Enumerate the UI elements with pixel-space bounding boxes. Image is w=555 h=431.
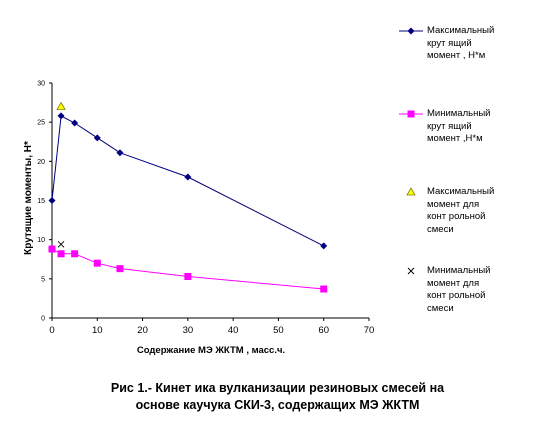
x-tick-label: 60 [318, 325, 329, 336]
legend-text-line: момент для [427, 198, 480, 210]
series-3-point [56, 101, 66, 110]
y-tick-label: 25 [37, 120, 45, 127]
series-2-line [51, 248, 324, 290]
x-axis-label: Содержание МЭ ЖКТМ , масс.ч. [137, 345, 285, 356]
x-tick-label: 50 [273, 325, 284, 336]
series-1-point [57, 112, 65, 120]
y-tick-label: 0 [41, 316, 45, 323]
series-1-point [184, 173, 192, 181]
legend-text-line: Максимальный [427, 186, 495, 197]
series-4 [57, 241, 65, 248]
series-1 [48, 112, 328, 250]
series-4-point [57, 241, 65, 248]
series-2-point [57, 250, 65, 258]
x-tick-label: 40 [228, 325, 239, 336]
series-2-point [116, 265, 124, 273]
y-tick-label: 5 [41, 276, 45, 283]
series-2 [48, 245, 328, 293]
legend-item-2: Минимальный крут ящий момент ,Н*м [399, 108, 491, 146]
x-tick-label: 70 [364, 325, 375, 336]
series-3 [56, 101, 66, 110]
caption-line-1: Рис 1.- Кинет ика вулканизации резиновых… [110, 381, 445, 395]
legend-text-line: Минимальный [427, 108, 491, 119]
series-2-point [320, 285, 328, 293]
legend-text-line: Максимальный [427, 25, 495, 36]
legend-item-3: Максимальный момент для конт рольной смеси [406, 186, 495, 236]
legend-text-line: конт рольной [427, 290, 486, 301]
caption-line-2: основе каучука СКИ-3, содержащих МЭ ЖКТМ [135, 398, 420, 412]
figure-caption: Рис 1.- Кинет ика вулканизации резиновых… [0, 380, 555, 414]
legend-text-line: момент , Н*м [427, 50, 486, 61]
legend-item-4: Минимальный момент для конт рольной смеси [407, 265, 491, 315]
axis-ticks: 0 5 10 15 20 25 30 0 10 20 30 40 50 60 70 [37, 81, 374, 337]
series-1-point [320, 242, 328, 250]
series-2-point [48, 245, 56, 253]
series-1-point [71, 119, 79, 127]
legend-marker [406, 187, 416, 196]
series-2-point [93, 259, 101, 267]
legend-text-line: крут ящий [427, 37, 472, 49]
series-2-point [71, 250, 79, 258]
series-1-point [116, 149, 124, 157]
plot-axes [51, 83, 369, 319]
legend-text-line: момент ,Н*м [427, 133, 483, 144]
legend-text-line: смеси [427, 223, 454, 235]
y-tick-label: 10 [37, 237, 45, 244]
series-1-line [51, 115, 324, 247]
x-tick-label: 10 [92, 325, 103, 336]
y-tick-label: 30 [37, 81, 45, 88]
legend-symbol-2 [399, 110, 423, 118]
legend-marker [407, 110, 415, 118]
legend-symbol-1 [399, 27, 423, 35]
legend-text-line: момент для [427, 277, 480, 289]
x-tick-label: 20 [137, 325, 148, 336]
x-tick-label: 30 [183, 325, 194, 336]
legend-item-1: Максимальный крут ящий момент , Н*м [399, 25, 495, 63]
x-tick-label: 0 [49, 325, 54, 336]
series-1-point [48, 197, 56, 204]
legend-text-line: конт рольной [427, 211, 486, 222]
series-1-point [93, 134, 101, 142]
y-tick-label: 15 [37, 198, 45, 205]
y-tick-label: 20 [37, 159, 45, 166]
legend-text-line: смеси [427, 302, 454, 314]
y-axis-label: Крутящие моменты, Н* [23, 141, 34, 255]
legend-marker [407, 267, 415, 275]
legend-marker [407, 27, 415, 35]
series-2-point [184, 272, 192, 280]
legend-symbol-4 [407, 267, 415, 275]
legend-text-line: крут ящий [427, 120, 472, 132]
legend-symbol-3 [406, 187, 416, 196]
legend-text-line: Минимальный [427, 265, 491, 276]
series-layer [48, 101, 328, 293]
